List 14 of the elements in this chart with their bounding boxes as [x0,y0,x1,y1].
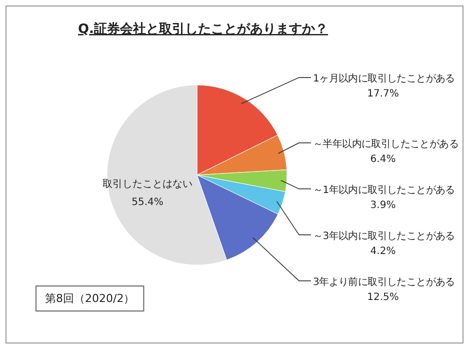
text: 第8回（2020/2） [45,292,135,305]
data-label: 12.5% [367,292,399,303]
slice-label: ～半年以内に取引したことがある [313,138,459,150]
slice-label: 3年より前に取引したことがある [313,276,455,288]
slice-label: 取引したことはない [102,179,192,190]
data-label: 55.4% [132,197,164,208]
data-label: 3.9% [370,200,396,211]
data-label: 6.4% [370,154,396,165]
slice-label: 1ヶ月以内に取引したことがある [313,72,455,85]
slice-label: ～3年以内に取引したことがある [313,230,455,242]
data-label: 4.2% [370,246,396,257]
chart-title: Q.証券会社と取引したことがありますか？ [78,21,328,37]
data-label: 17.7% [367,88,399,100]
slice-label: ～1年以内に取引したことがある [313,184,455,196]
